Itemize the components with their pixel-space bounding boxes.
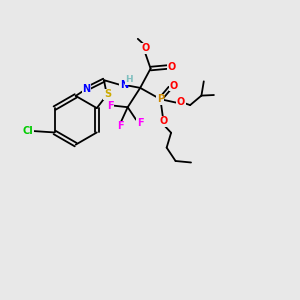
Text: S: S [104, 89, 111, 99]
Text: Cl: Cl [22, 126, 33, 136]
Text: O: O [141, 43, 149, 53]
Text: F: F [137, 118, 143, 128]
Text: N: N [82, 84, 90, 94]
Text: O: O [167, 62, 175, 72]
Text: O: O [159, 116, 167, 127]
Text: P: P [157, 94, 164, 104]
Text: F: F [117, 121, 124, 131]
Text: H: H [125, 75, 133, 84]
Text: O: O [170, 81, 178, 91]
Text: O: O [177, 97, 185, 107]
Text: N: N [120, 80, 128, 90]
Text: F: F [107, 101, 113, 111]
